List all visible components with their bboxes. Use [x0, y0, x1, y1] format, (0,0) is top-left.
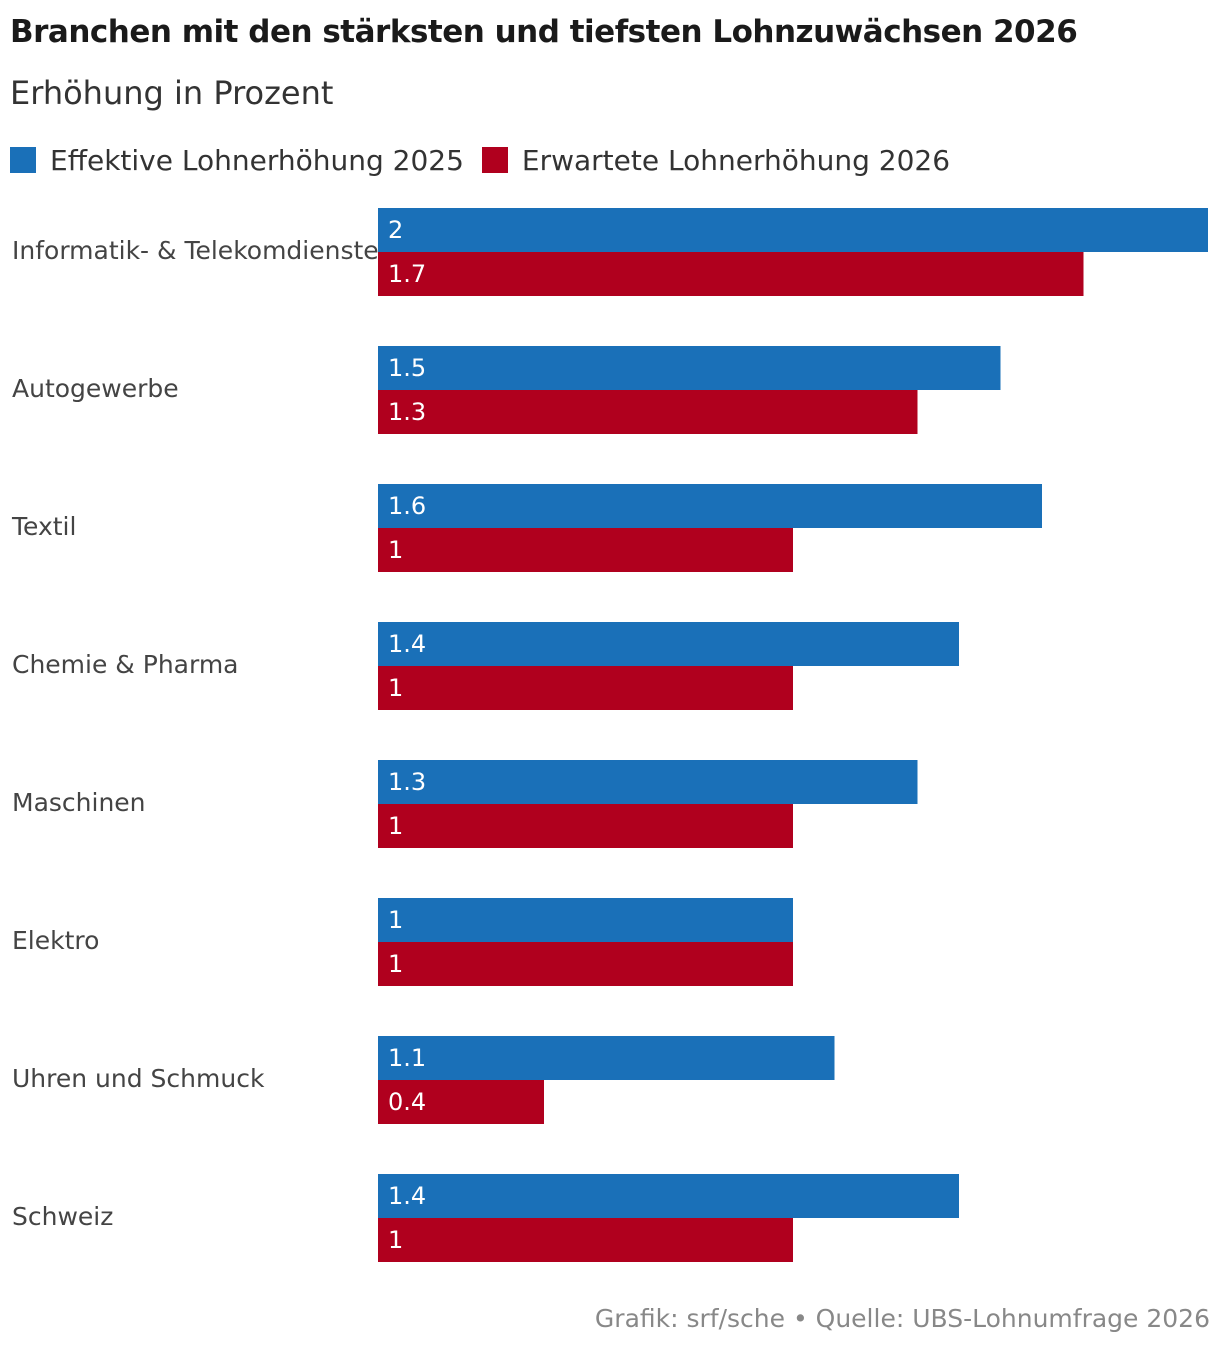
data-label-schweiz-series-2: 1: [388, 1226, 403, 1254]
bar-maschinen-series-1: [378, 760, 918, 804]
data-label-textil-series-1: 1.6: [388, 492, 426, 520]
bar-autogewerbe-series-1: [378, 346, 1001, 390]
category-label-elektro: Elektro: [12, 926, 99, 955]
data-label-autogewerbe-series-1: 1.5: [388, 354, 426, 382]
data-label-chemie-pharma-series-1: 1.4: [388, 630, 426, 658]
category-label-autogewerbe: Autogewerbe: [12, 374, 179, 403]
bar-autogewerbe-series-2: [378, 390, 918, 434]
data-label-elektro-series-2: 1: [388, 950, 403, 978]
bar-chemie-pharma-series-1: [378, 622, 959, 666]
data-label-autogewerbe-series-2: 1.3: [388, 398, 426, 426]
bar-elektro-series-2: [378, 942, 793, 986]
category-label-uhren-und-schmuck: Uhren und Schmuck: [12, 1064, 265, 1093]
data-label-informatik-telekomdienste-series-1: 2: [388, 216, 403, 244]
legend-swatch-effective-2025: [10, 147, 36, 173]
bar-elektro-series-1: [378, 898, 793, 942]
bar-maschinen-series-2: [378, 804, 793, 848]
category-label-maschinen: Maschinen: [12, 788, 146, 817]
data-label-maschinen-series-2: 1: [388, 812, 403, 840]
data-label-chemie-pharma-series-2: 1: [388, 674, 403, 702]
category-label-schweiz: Schweiz: [12, 1202, 113, 1231]
category-label-informatik-telekomdienste: Informatik- & Telekomdienste: [12, 236, 379, 265]
chart-title: Branchen mit den stärksten und tiefsten …: [10, 14, 1078, 50]
category-label-chemie-pharma: Chemie & Pharma: [12, 650, 239, 679]
data-label-textil-series-2: 1: [388, 536, 403, 564]
legend-swatch-expected-2026: [481, 147, 508, 173]
source-note: Grafik: srf/sche • Quelle: UBS-Lohnumfra…: [594, 1304, 1210, 1333]
data-label-schweiz-series-1: 1.4: [388, 1182, 426, 1210]
data-label-informatik-telekomdienste-series-2: 1.7: [388, 260, 426, 288]
data-label-maschinen-series-1: 1.3: [388, 768, 426, 796]
data-label-uhren-und-schmuck-series-1: 1.1: [388, 1044, 426, 1072]
data-label-uhren-und-schmuck-series-2: 0.4: [388, 1088, 426, 1116]
bar-informatik-telekomdienste-series-2: [378, 252, 1084, 296]
bar-chemie-pharma-series-2: [378, 666, 793, 710]
bar-textil-series-1: [378, 484, 1042, 528]
bar-schweiz-series-2: [378, 1218, 793, 1262]
bar-textil-series-2: [378, 528, 793, 572]
bar-schweiz-series-1: [378, 1174, 959, 1218]
bar-uhren-und-schmuck-series-2: [378, 1080, 544, 1124]
data-label-elektro-series-1: 1: [388, 906, 403, 934]
bar-chart: Informatik- & Telekomdienste 2 1.7 Autogewe…: [11, 208, 1208, 1262]
category-label-textil: Textil: [11, 512, 76, 541]
legend-item-expected-2026: Erwartete Lohnerhöhung 2026: [481, 143, 951, 177]
legend-label-expected-2026: Erwartete Lohnerhöhung 2026: [521, 143, 951, 177]
bar-informatik-telekomdienste-series-1: [378, 208, 1208, 252]
legend-label-effective-2025: Effektive Lohnerhöhung 2025: [50, 143, 464, 177]
bar-uhren-und-schmuck-series-1: [378, 1036, 835, 1080]
chart-subtitle: Erhöhung in Prozent: [10, 74, 334, 112]
legend: Effektive Lohnerhöhung 2025 Erwartete Lo…: [10, 140, 968, 180]
legend-item-effective-2025: Effektive Lohnerhöhung 2025: [10, 144, 464, 177]
